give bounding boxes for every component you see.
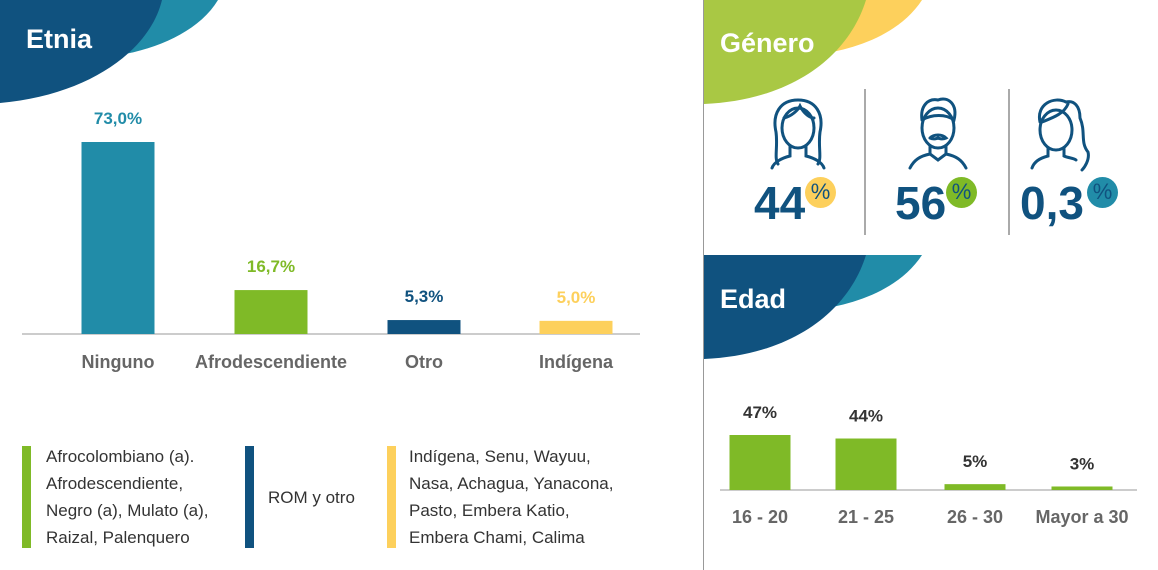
category-label: Otro bbox=[405, 352, 443, 372]
data-label: 44% bbox=[849, 407, 883, 426]
edad-bar-chart: 47% 16 - 20 44% 21 - 25 5% 26 - 30 3% Mayor a 3… bbox=[720, 403, 1137, 527]
category-label: Mayor a 30 bbox=[1035, 507, 1128, 527]
bar bbox=[835, 438, 897, 490]
edad-header-shape bbox=[704, 255, 922, 359]
genero-value: 44 bbox=[754, 177, 806, 229]
genero-value: 0,3 bbox=[1020, 177, 1084, 229]
percent-badge: % bbox=[946, 177, 977, 208]
edad-title: Edad bbox=[720, 284, 787, 314]
genero-header-shape bbox=[704, 0, 922, 104]
etnia-title: Etnia bbox=[26, 24, 93, 54]
category-label: 21 - 25 bbox=[838, 507, 894, 527]
percent-badge: % bbox=[1087, 177, 1118, 208]
bar bbox=[81, 142, 155, 334]
genero-value: 56 bbox=[895, 177, 947, 229]
legend-text-indigena: Indígena, Senu, Wayuu, Nasa, Achagua, Ya… bbox=[409, 447, 614, 547]
bar bbox=[234, 290, 308, 334]
bar bbox=[944, 484, 1006, 490]
legend-text-afro: Afrocolombiano (a). Afrodescendiente, Ne… bbox=[46, 447, 209, 547]
category-label: Ninguno bbox=[82, 352, 155, 372]
etnia-header-shape bbox=[0, 0, 218, 103]
genero-title: Género bbox=[720, 28, 815, 58]
data-label: 5,0% bbox=[557, 288, 596, 307]
category-label: Afrodescendiente bbox=[195, 352, 347, 372]
legend-swatch-afro bbox=[22, 446, 31, 548]
legend-swatch-rom bbox=[245, 446, 254, 548]
bar bbox=[729, 435, 791, 490]
legend-text-rom: ROM y otro bbox=[268, 488, 355, 507]
bar bbox=[539, 320, 613, 334]
data-label: 16,7% bbox=[247, 257, 295, 276]
genero-divider bbox=[864, 89, 866, 235]
percent-badge: % bbox=[805, 177, 836, 208]
person-long-hair-icon bbox=[1030, 98, 1090, 172]
section-divider bbox=[703, 0, 704, 570]
bar bbox=[387, 320, 461, 334]
data-label: 5% bbox=[963, 452, 988, 471]
data-label: 3% bbox=[1070, 454, 1095, 473]
category-label: 16 - 20 bbox=[732, 507, 788, 527]
category-label: 26 - 30 bbox=[947, 507, 1003, 527]
category-label: Indígena bbox=[539, 352, 614, 372]
genero-divider bbox=[1008, 89, 1010, 235]
man-icon bbox=[908, 97, 968, 170]
woman-icon bbox=[770, 98, 826, 170]
bar bbox=[1051, 486, 1113, 490]
data-label: 73,0% bbox=[94, 109, 142, 128]
legend-swatch-indigena bbox=[387, 446, 396, 548]
data-label: 5,3% bbox=[405, 287, 444, 306]
etnia-bar-chart: 73,0% Ninguno 16,7% Afrodescendiente 5,3% Otr… bbox=[22, 109, 640, 372]
data-label: 47% bbox=[743, 403, 777, 422]
